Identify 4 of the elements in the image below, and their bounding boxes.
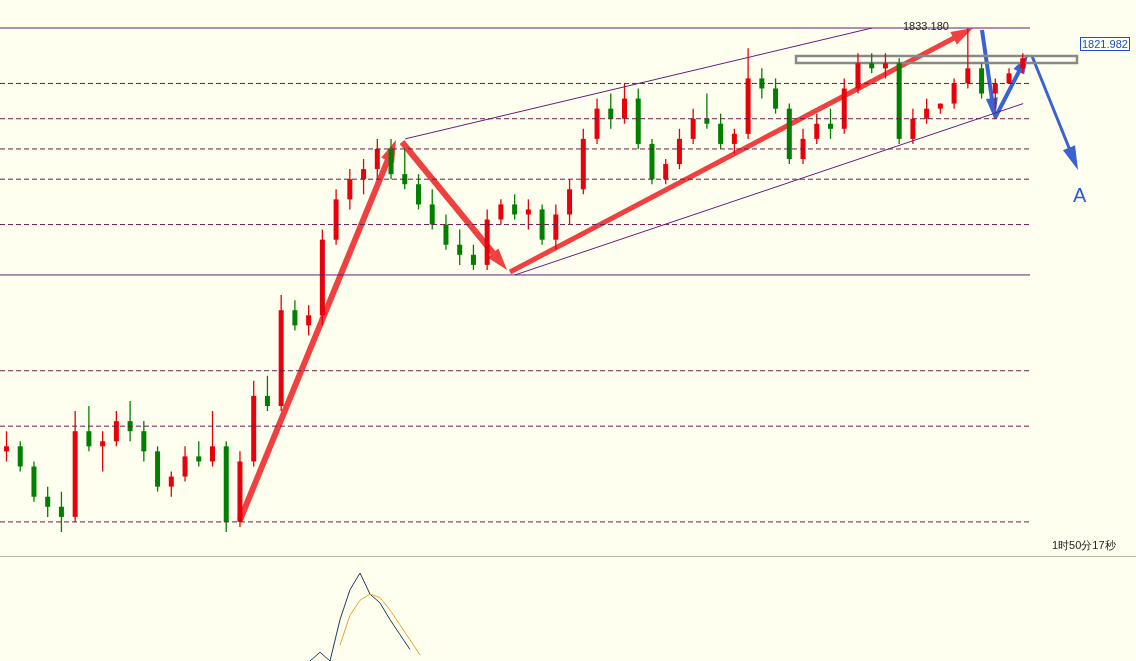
text: 1时50分17秒 xyxy=(1052,538,1116,553)
annotation: 1833.180 xyxy=(903,20,949,32)
text: A xyxy=(1073,184,1087,207)
text: 1821.982 xyxy=(1080,37,1130,51)
